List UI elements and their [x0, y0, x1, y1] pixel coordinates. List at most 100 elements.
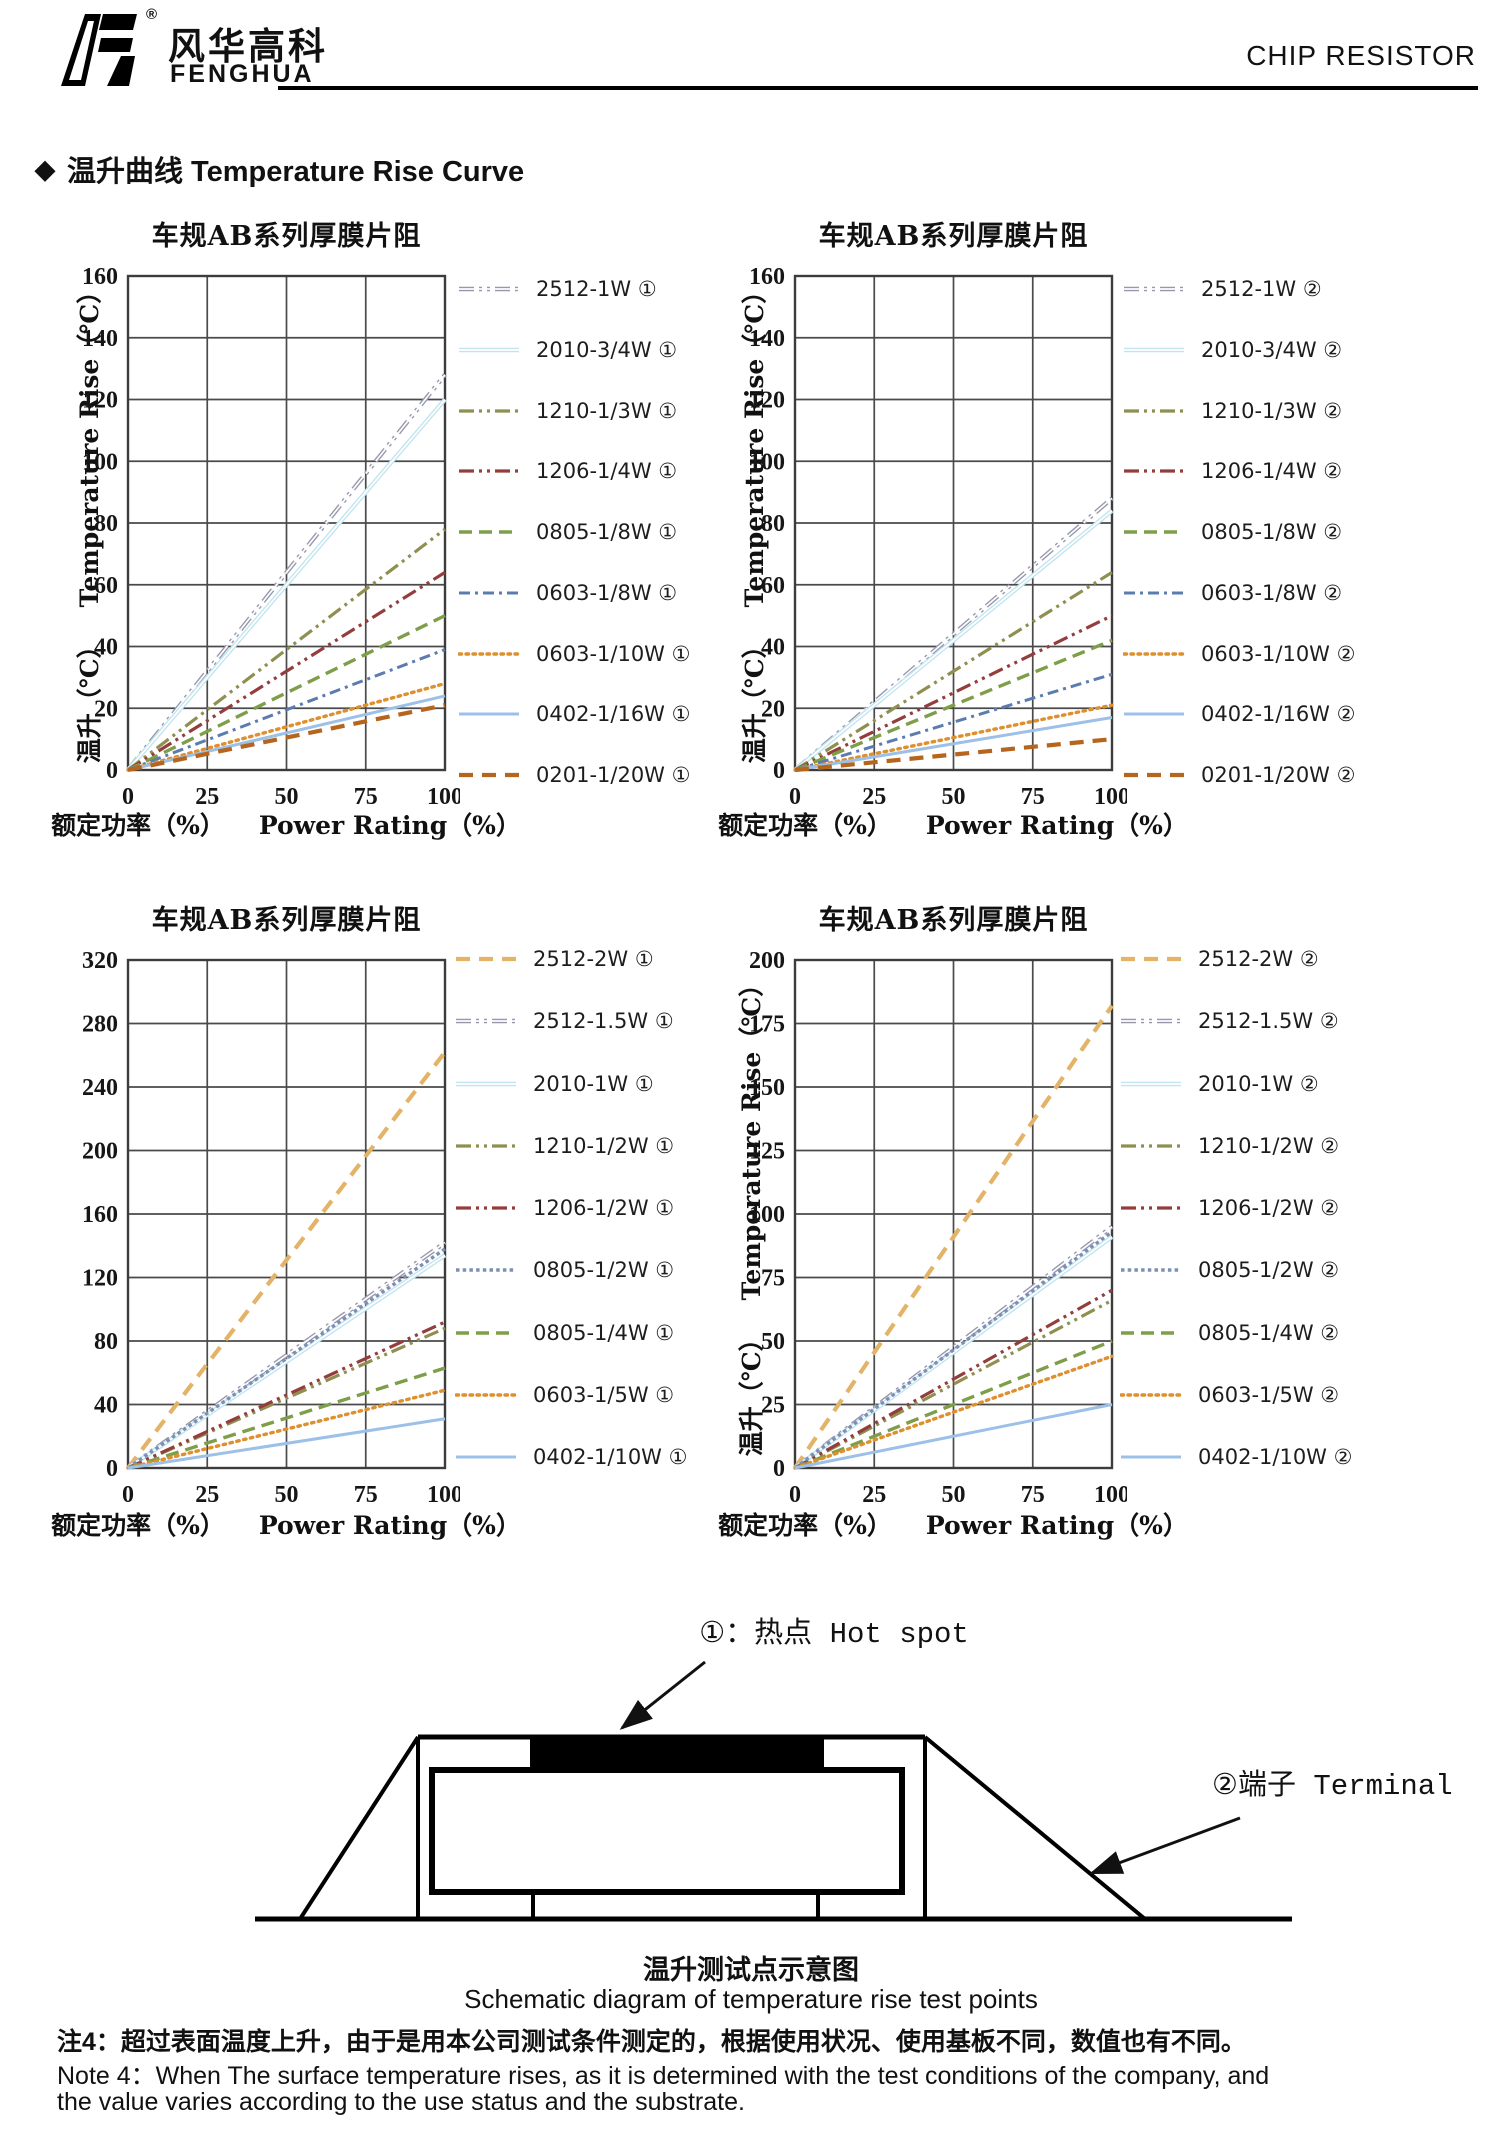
legend-swatch-line: [455, 1393, 517, 1397]
chart-plot: 0 20 40 60 80 100 120 140 160 0 25 50 75 100: [749, 268, 1127, 810]
x-axis-label-cn: 额定功率（%）: [718, 811, 892, 840]
x-tick-label: 25: [195, 1482, 219, 1508]
legend-item: 2512-1.5W ②: [1120, 1008, 1370, 1034]
schematic-caption-cn: 温升测试点示意图: [643, 1955, 859, 1985]
legend-swatch-line: [459, 530, 519, 534]
legend-label: 2010-3/4W ②: [1201, 337, 1343, 362]
y-tick-label: 80: [94, 511, 118, 537]
series-line: [793, 703, 1114, 772]
legend-label: 2512-1.5W ①: [533, 1009, 674, 1034]
legend-label: 0201-1/20W ②: [1201, 763, 1356, 787]
note-en-line2: the value varies according to the use st…: [57, 2088, 745, 2116]
legend-item: 1206-1/4W ②: [1123, 458, 1373, 484]
right-terminal-slope: [923, 1735, 1147, 1921]
legend-swatch-line: [1124, 591, 1184, 595]
legend-label: 1206-1/2W ②: [1198, 1196, 1340, 1220]
legend-label: 1206-1/4W ②: [1201, 459, 1343, 484]
legend-swatch-line: [1120, 1393, 1182, 1397]
plot-border: [126, 958, 447, 1470]
y-tick-label: 20: [94, 696, 118, 722]
y-tick-label: 150: [749, 1075, 785, 1101]
legend-label: 1210-1/3W ①: [536, 398, 678, 423]
x-axis-label-cn: 额定功率（%）: [718, 1511, 892, 1540]
legend-label: 2010-1W ①: [533, 1071, 654, 1096]
legend-swatch-line: [459, 772, 519, 778]
legend-item: 0201-1/20W ①: [458, 762, 708, 788]
terminal-label: ②端子 Terminal: [1212, 1768, 1453, 1803]
legend-item: 1206-1/2W ①: [455, 1195, 705, 1221]
legend-label: 0402-1/10W ①: [533, 1445, 688, 1469]
y-tick-label: 175: [749, 1012, 785, 1038]
legend-swatch-line: [456, 1081, 516, 1086]
x-tick-label: 25: [862, 784, 886, 810]
legend-item: 2010-1W ②: [1120, 1071, 1370, 1097]
series-line-core: [794, 497, 1113, 771]
legend-swatch-line: [1123, 651, 1185, 656]
legend-item: 2512-1W ①: [458, 276, 708, 302]
series-line: [126, 1388, 447, 1470]
legend-label: 0805-1/2W ②: [1198, 1258, 1340, 1283]
y-tick-label: 40: [94, 635, 118, 661]
legend-swatch-line: [1124, 469, 1184, 473]
x-tick-label: 75: [1021, 784, 1045, 810]
x-axis-label-cn: 额定功率（%）: [51, 1511, 225, 1540]
legend-swatch-line: [456, 1455, 516, 1459]
legend-label: 1210-1/2W ①: [533, 1133, 675, 1158]
legend-swatch-line: [456, 1330, 516, 1335]
legend-label: 1206-1/2W ①: [533, 1196, 675, 1220]
legend-swatch-line: [459, 286, 519, 292]
legend-label: 0805-1/8W ②: [1201, 520, 1343, 544]
brand-name-cn: 风华高科: [168, 26, 328, 67]
x-axis-label: 额定功率（%） Power Rating（%）: [718, 1506, 1188, 1542]
y-tick-label: 140: [82, 326, 118, 352]
legend-item: 0402-1/10W ②: [1120, 1444, 1370, 1470]
legend-item: 0805-1/4W ②: [1120, 1320, 1370, 1346]
note-cn: 注4：超过表面温度上升，由于是用本公司测试条件测定的，根据使用状况、使用基板不同…: [57, 2028, 1246, 2056]
x-axis-label-cn: 额定功率（%）: [51, 811, 225, 840]
legend-item: 1206-1/4W ①: [458, 458, 708, 484]
x-tick-label: 0: [789, 1482, 801, 1508]
fenghua-logo-icon: [61, 14, 137, 86]
legend-label: 0603-1/8W ①: [536, 580, 678, 605]
legend-item: 0805-1/4W ①: [455, 1320, 705, 1346]
y-tick-label: 160: [82, 268, 118, 290]
y-tick-label: 125: [749, 1139, 785, 1165]
legend-label: 0805-1/4W ②: [1198, 1320, 1340, 1345]
series-line: [126, 681, 447, 772]
series-line: [793, 1354, 1114, 1470]
series-line: [794, 1298, 1113, 1470]
legend-item: 1210-1/3W ①: [458, 398, 708, 424]
x-tick-label: 25: [195, 784, 219, 810]
legend-item: 2010-3/4W ②: [1123, 337, 1373, 363]
y-tick-label: 0: [773, 1456, 785, 1482]
series-line: [127, 648, 446, 772]
legend-swatch-line: [1124, 347, 1184, 352]
legend-label: 0402-1/16W ②: [1201, 702, 1356, 727]
series-line: [794, 716, 1113, 772]
legend-label: 2512-2W ①: [533, 947, 654, 971]
x-tick-label: 0: [122, 784, 134, 810]
y-tick-label: 40: [94, 1393, 118, 1419]
legend-item: 0805-1/2W ①: [455, 1257, 705, 1283]
legend-item: 0201-1/20W ②: [1123, 762, 1373, 788]
chart-title: 车规AB系列厚膜片阻: [818, 905, 1089, 936]
series-line: [793, 1230, 1114, 1470]
series-line-core: [127, 398, 446, 771]
y-tick-label: 80: [761, 511, 785, 537]
legend-swatch-line: [1124, 712, 1184, 716]
chart-plot: 0 20 40 60 80 100 120 140 160 0 25 50 75 100: [82, 268, 460, 810]
y-tick-label: 200: [82, 1139, 118, 1165]
x-tick-label: 50: [942, 1482, 966, 1508]
legend-swatch-line: [1121, 1144, 1181, 1148]
y-tick-label: 0: [773, 758, 785, 784]
chart-title: 车规AB系列厚膜片阻: [818, 221, 1089, 252]
legend-swatch-line: [456, 956, 516, 962]
hot-spot-label: ①：热点 Hot spot: [699, 1616, 969, 1651]
x-tick-label: 50: [275, 784, 299, 810]
brand-name-en: FENGHUA: [170, 60, 315, 88]
plot-border: [126, 274, 447, 772]
legend-label: 0805-1/8W ①: [536, 520, 678, 544]
legend-swatch-line: [456, 1144, 516, 1148]
y-tick-label: 240: [82, 1075, 118, 1101]
legend-swatch-line: [459, 591, 519, 595]
